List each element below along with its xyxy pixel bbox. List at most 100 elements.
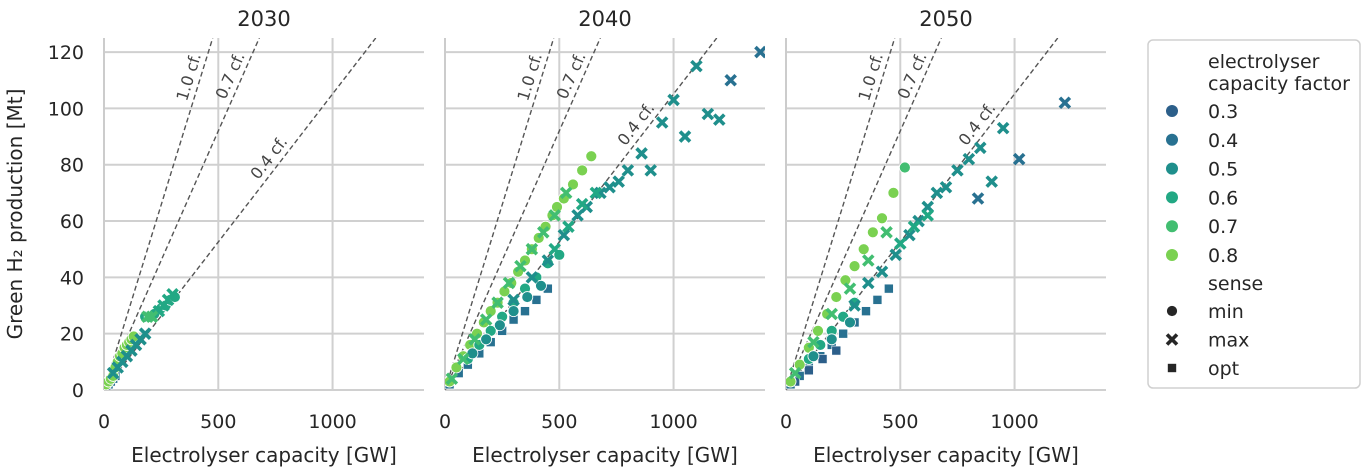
y-axis-label: Green H₂ production [Mt]: [3, 89, 27, 340]
data-point-opt: [831, 345, 842, 356]
data-point-max: [807, 335, 820, 349]
legend-hue-label: 0.5: [1208, 159, 1238, 181]
data-point-max: [548, 242, 561, 256]
data-point-min: [866, 226, 879, 239]
data-point-max: [848, 299, 861, 312]
cf-line: [786, 38, 942, 390]
data-point-min: [480, 333, 493, 346]
data-point-opt: [884, 283, 894, 294]
cf-label: 0.7 cf.: [894, 49, 931, 101]
panel-title: 2040: [578, 7, 631, 31]
data-point-max: [951, 164, 964, 177]
cf-line: [445, 38, 555, 390]
cf-line: [104, 38, 214, 390]
x-tick-label: 500: [541, 411, 577, 433]
y-tick-label: 0: [72, 380, 84, 402]
data-point-opt: [804, 365, 814, 376]
data-point-max: [603, 180, 616, 194]
data-points: [445, 45, 765, 390]
x-tick-label: 1000: [990, 411, 1038, 433]
data-point-max: [589, 186, 603, 200]
data-point-max: [667, 93, 680, 107]
data-point-min: [507, 305, 520, 318]
data-point-min: [876, 212, 888, 225]
legend-hue-marker: [1166, 105, 1178, 117]
y-tick-label: 40: [60, 267, 84, 289]
y-tick-label: 100: [48, 98, 84, 120]
data-points: [786, 96, 1072, 390]
data-point-max: [1058, 96, 1072, 110]
data-point-max: [788, 366, 802, 380]
cf-label: 0.4 cf.: [613, 99, 658, 149]
data-point-min: [493, 319, 506, 332]
data-point-min: [807, 350, 820, 363]
data-point-min: [535, 279, 547, 292]
data-point-min: [576, 164, 589, 177]
data-point-max: [138, 327, 152, 340]
cf-line: [445, 38, 601, 390]
data-point-max: [875, 265, 889, 279]
x-axis-label: Electrolyser capacity [GW]: [813, 443, 1079, 467]
data-point-max: [754, 45, 765, 59]
data-point-max: [621, 164, 635, 177]
data-point-min: [898, 161, 911, 174]
data-point-max: [690, 59, 703, 73]
data-point-min: [585, 150, 598, 163]
data-point-max: [644, 164, 657, 177]
data-point-max: [502, 276, 516, 290]
legend-frame: [1147, 39, 1361, 389]
x-tick-label: 0: [780, 411, 792, 433]
data-point-max: [635, 147, 648, 160]
data-point-max: [974, 141, 987, 155]
data-point-max: [655, 116, 669, 129]
data-point-max: [548, 209, 561, 222]
data-point-max: [843, 282, 857, 295]
data-point-max: [894, 237, 907, 250]
data-points: [104, 287, 181, 390]
legend-hue-label: 0.6: [1208, 187, 1238, 209]
data-point-min: [844, 316, 856, 329]
legend-hue-title: electrolyser: [1208, 51, 1320, 73]
panel-2040: 1.0 cf. 0.7 cf. 0.4 cf. 0 500 1000 2040 Electro…: [439, 7, 765, 467]
cf-line: [786, 38, 896, 390]
legend-hue-marker: [1166, 162, 1178, 175]
cf-label: 0.7 cf.: [212, 49, 249, 101]
data-point-max: [701, 107, 715, 121]
cf-label: 0.4 cf.: [954, 99, 999, 149]
cf-label: 1.0 cf.: [513, 51, 546, 103]
data-point-max: [907, 220, 921, 233]
data-point-max: [921, 209, 934, 222]
data-point-min: [848, 296, 861, 309]
x-tick-label: 1000: [649, 411, 697, 433]
data-point-max: [889, 248, 902, 262]
cf-line: [104, 38, 260, 390]
data-point-max: [145, 310, 159, 324]
data-point-max: [862, 254, 875, 267]
data-point-max: [166, 287, 179, 301]
data-point-max: [903, 228, 916, 242]
legend-style-marker: [1166, 305, 1178, 317]
data-point-max: [939, 180, 953, 194]
cf-label: 1.0 cf.: [172, 51, 205, 103]
data-point-opt: [872, 295, 883, 305]
data-point-max: [537, 226, 550, 239]
data-point-min: [521, 291, 534, 303]
data-point-max: [996, 121, 1010, 135]
data-point-min: [812, 324, 824, 337]
legend-hue-label: 0.7: [1208, 216, 1238, 238]
data-point-opt: [531, 295, 542, 305]
cf-label: 0.4 cf.: [246, 133, 291, 183]
data-point-max: [713, 113, 726, 126]
data-point-max: [457, 352, 470, 366]
legend-hue-marker: [1166, 249, 1178, 261]
data-point-max: [724, 73, 737, 87]
cf-label: 1.0 cf.: [854, 51, 887, 103]
data-point-max: [559, 186, 573, 200]
data-point-max: [514, 259, 527, 273]
panel-title: 2050: [919, 7, 972, 31]
data-point-max: [825, 307, 838, 321]
x-axis-label: Electrolyser capacity [GW]: [131, 443, 397, 467]
legend-style-label: opt: [1208, 358, 1239, 380]
legend-style-label: max: [1208, 330, 1249, 352]
